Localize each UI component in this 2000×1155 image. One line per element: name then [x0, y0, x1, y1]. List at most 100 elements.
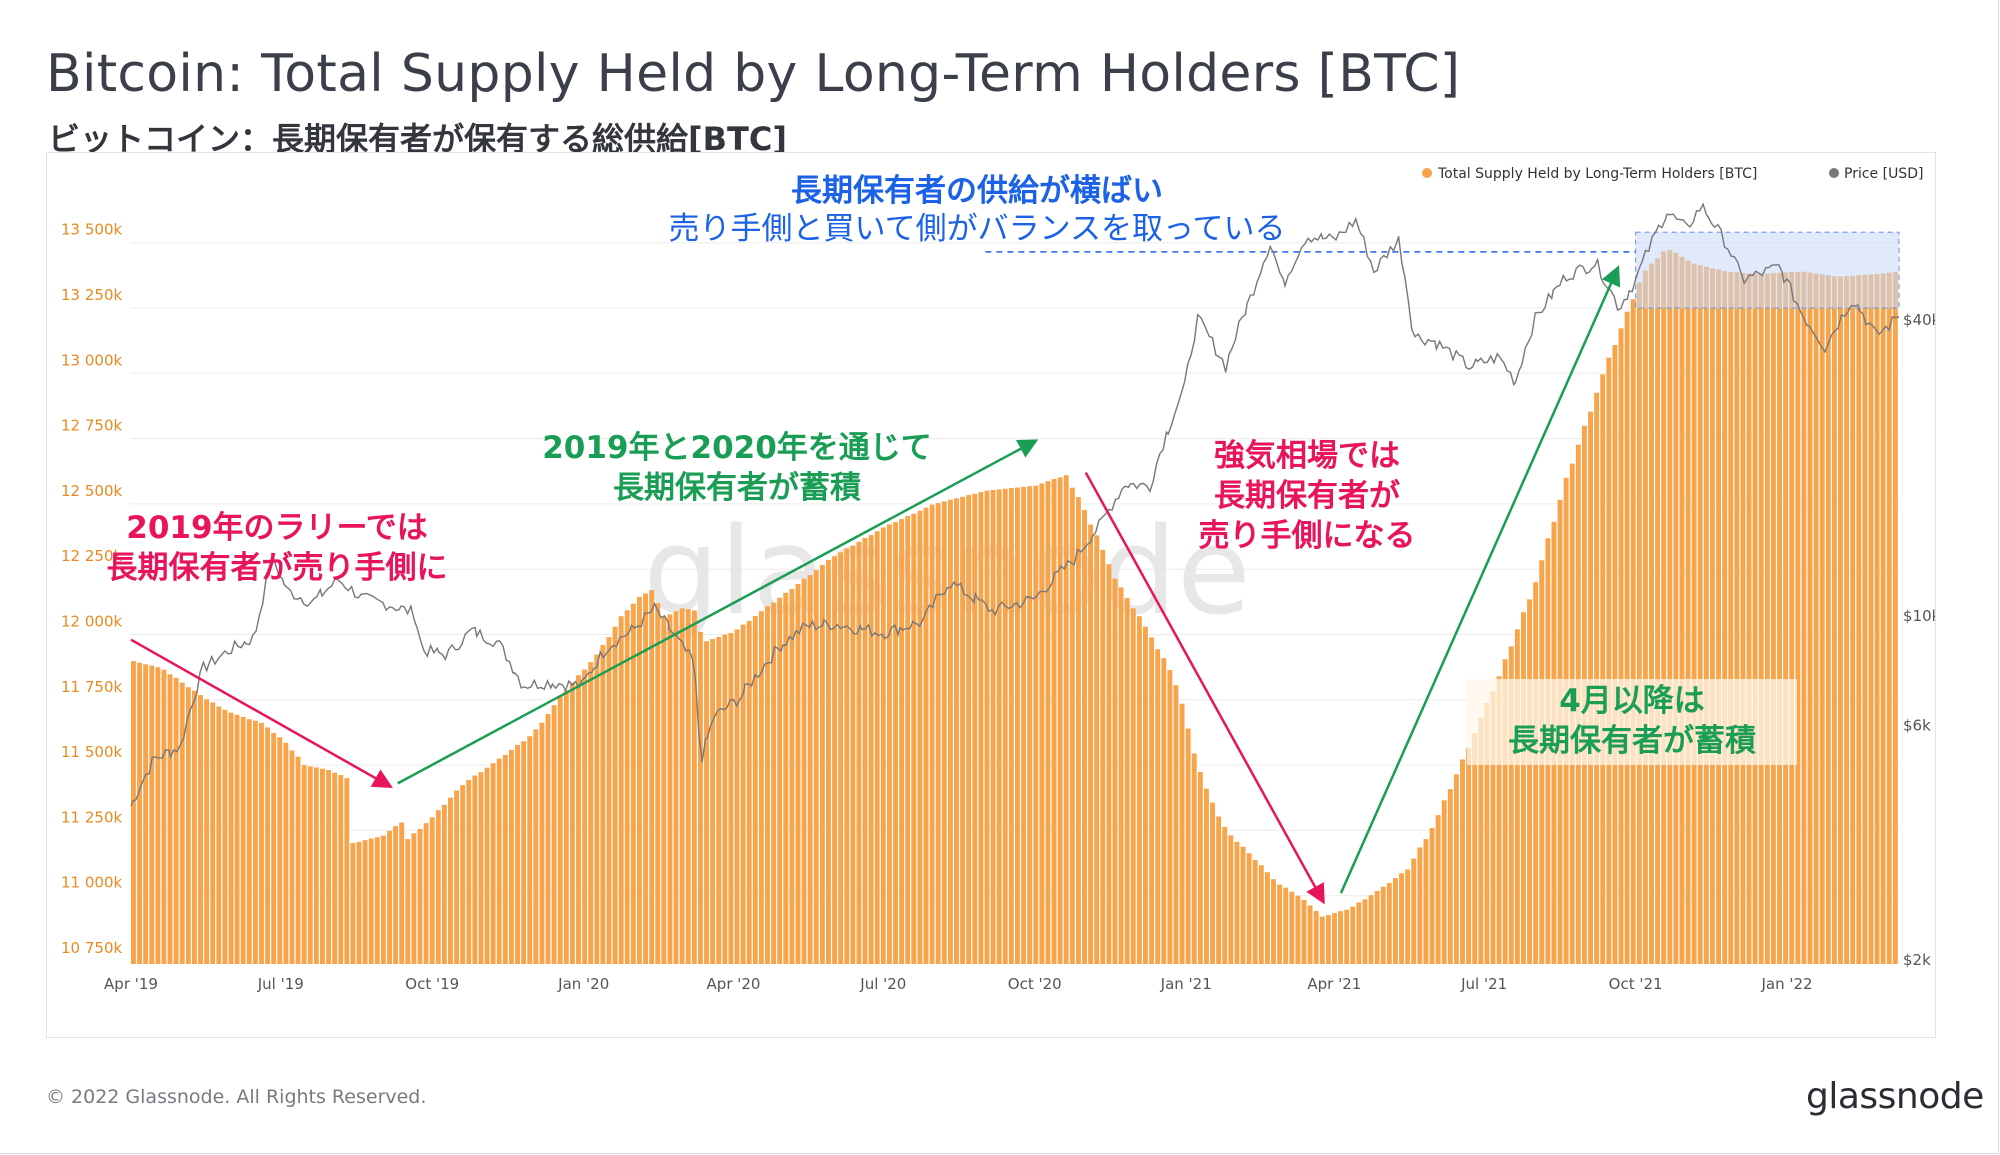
- supply-bar: [874, 531, 880, 964]
- supply-bar: [1374, 891, 1380, 964]
- supply-bar: [1069, 487, 1075, 964]
- supply-bar: [1002, 488, 1008, 964]
- supply-bar: [1405, 869, 1411, 964]
- supply-bar: [307, 766, 313, 964]
- supply-bar: [490, 763, 496, 964]
- supply-bar: [1691, 263, 1697, 965]
- supply-bar: [1825, 275, 1831, 965]
- supply-bar: [667, 614, 673, 964]
- supply-bar: [460, 785, 466, 964]
- supply-bar: [1094, 535, 1100, 964]
- annotation-text-bull: 売り手側になる: [1199, 518, 1416, 554]
- y-right-tick-label: $10k: [1903, 607, 1935, 625]
- supply-bar: [795, 583, 801, 964]
- supply-bar: [496, 758, 502, 964]
- supply-bar: [1325, 915, 1331, 964]
- y-right-tick-label: $40k: [1903, 311, 1935, 329]
- supply-bar: [216, 706, 222, 964]
- supply-bar: [807, 575, 813, 964]
- supply-bar: [387, 830, 392, 964]
- supply-bar: [1502, 659, 1508, 964]
- supply-bar: [618, 616, 624, 964]
- annotation-arrow-rally2019: [130, 638, 393, 788]
- annotation-box-since_april: [1467, 679, 1797, 765]
- supply-bar: [978, 492, 984, 964]
- supply-bar: [1655, 258, 1661, 964]
- supply-bar: [954, 498, 959, 964]
- supply-bar: [149, 665, 155, 964]
- supply-bar: [929, 504, 935, 964]
- supply-bar: [1636, 282, 1642, 964]
- supply-bar: [606, 637, 612, 964]
- supply-bar: [1015, 487, 1020, 964]
- supply-bar: [368, 838, 374, 964]
- supply-bar: [1301, 899, 1307, 964]
- supply-bar: [1130, 608, 1136, 964]
- supply-bar: [1685, 260, 1691, 964]
- supply-bar: [1045, 481, 1051, 964]
- supply-bar: [893, 522, 898, 964]
- supply-bar: [1051, 479, 1057, 964]
- supply-bar: [563, 690, 569, 964]
- supply-bar: [935, 503, 941, 964]
- supply-bar: [1838, 276, 1843, 964]
- supply-bar: [643, 593, 649, 964]
- supply-bar: [1295, 895, 1301, 964]
- supply-bar: [1277, 884, 1283, 964]
- supply-bar: [277, 737, 283, 964]
- supply-bar: [435, 810, 441, 964]
- supply-bar: [990, 489, 996, 964]
- supply-bar: [1441, 800, 1447, 964]
- supply-bar: [594, 654, 600, 964]
- supply-bar: [1411, 858, 1417, 964]
- supply-bar: [1527, 599, 1533, 964]
- supply-bar: [1252, 860, 1258, 964]
- supply-bar: [1246, 853, 1252, 964]
- supply-bar: [374, 837, 380, 964]
- supply-bar: [1264, 872, 1270, 964]
- supply-bar: [697, 631, 703, 964]
- supply-bar: [344, 778, 350, 964]
- legend-supply-label: Total Supply Held by Long-Term Holders […: [1437, 166, 1757, 182]
- supply-bar: [319, 768, 325, 964]
- supply-bar: [131, 661, 136, 964]
- supply-bar: [1728, 271, 1734, 964]
- chart-container: 10 750k 11 000k 11 250k 11 500k 11 750k 12 00…: [46, 152, 1936, 1038]
- supply-bar: [1600, 374, 1606, 965]
- supply-bar: [576, 675, 581, 964]
- supply-bar: [826, 559, 831, 964]
- x-tick-label: Jan '20: [557, 975, 609, 993]
- supply-bar: [1789, 272, 1795, 964]
- supply-bar: [1283, 887, 1289, 964]
- supply-bar: [569, 682, 575, 964]
- supply-bar: [228, 712, 234, 964]
- supply-bar: [1807, 272, 1813, 964]
- supply-bar: [1813, 273, 1819, 964]
- y-tick-label: 10 750k: [61, 939, 122, 957]
- supply-bar: [1216, 816, 1222, 964]
- x-tick-label: Oct '21: [1609, 975, 1663, 993]
- supply-bar: [502, 754, 508, 964]
- supply-bar: [1258, 865, 1264, 964]
- supply-bar: [466, 780, 472, 964]
- annotation-arrow-accum2019_2020: [397, 439, 1039, 785]
- supply-bar: [691, 610, 697, 964]
- supply-bar: [332, 772, 338, 964]
- supply-bar: [1167, 670, 1173, 964]
- supply-bar: [429, 817, 435, 964]
- supply-bar: [234, 714, 240, 964]
- supply-bar: [1112, 578, 1118, 964]
- supply-bar: [1100, 549, 1106, 964]
- supply-bar: [630, 603, 636, 964]
- supply-bar: [484, 767, 490, 964]
- supply-bar: [1289, 891, 1295, 964]
- supply-bar: [783, 592, 789, 964]
- supply-bar: [313, 767, 319, 964]
- supply-bar: [1307, 905, 1313, 964]
- supply-bar: [1362, 899, 1368, 964]
- supply-bar: [862, 537, 868, 964]
- x-tick-label: Jul '19: [257, 975, 304, 993]
- x-tick-label: Jul '21: [1460, 975, 1507, 993]
- supply-bar: [557, 696, 563, 964]
